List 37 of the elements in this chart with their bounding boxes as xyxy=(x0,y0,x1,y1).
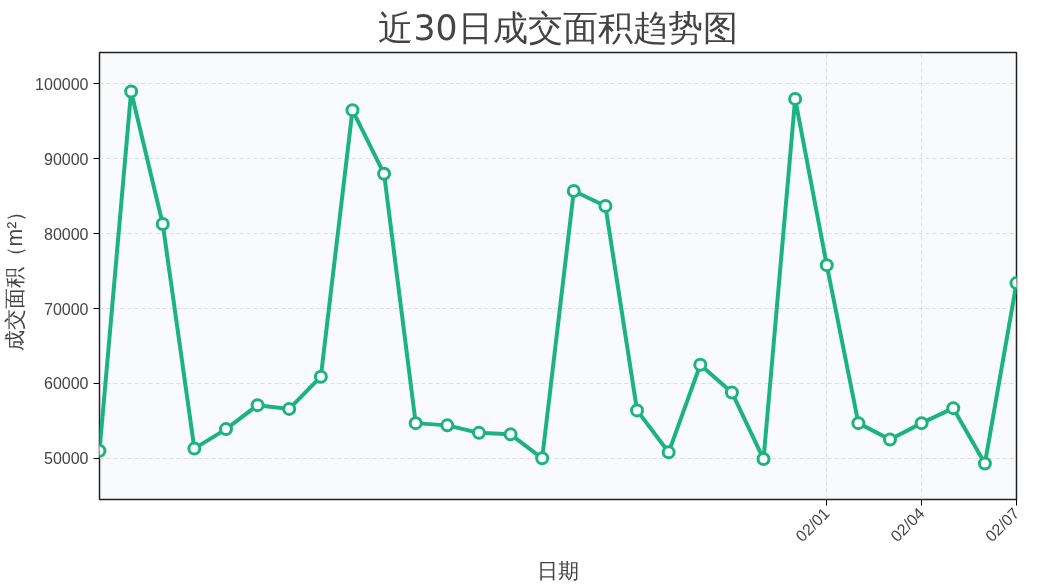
point xyxy=(724,385,739,400)
point xyxy=(598,199,613,213)
point xyxy=(250,398,265,413)
point xyxy=(566,184,581,199)
point xyxy=(218,422,233,437)
point xyxy=(914,416,929,431)
point xyxy=(282,401,297,416)
y-tick-label: 50000 xyxy=(44,450,89,468)
point xyxy=(471,425,486,440)
point xyxy=(819,258,834,273)
point xyxy=(977,456,992,471)
x-axis-title: 日期 xyxy=(537,558,579,583)
point xyxy=(946,401,961,416)
point xyxy=(630,403,645,418)
point xyxy=(503,427,518,442)
point xyxy=(313,369,328,384)
point xyxy=(851,416,866,431)
chart-title: 近30日成交面积趋势图 xyxy=(378,7,738,48)
point xyxy=(440,418,455,433)
point xyxy=(693,357,708,372)
point xyxy=(155,216,170,231)
point xyxy=(788,91,803,106)
point xyxy=(883,432,898,447)
y-tick-label: 70000 xyxy=(44,300,89,318)
point xyxy=(124,84,139,99)
point xyxy=(756,452,771,467)
y-tick-label: 80000 xyxy=(44,225,89,243)
y-tick-label: 60000 xyxy=(44,375,89,393)
point xyxy=(408,416,423,431)
point xyxy=(661,445,676,460)
y-tick-label: 100000 xyxy=(35,75,89,93)
y-tick-label: 90000 xyxy=(44,150,89,168)
point xyxy=(535,451,550,466)
y-axis-title: 成交面积（m²） xyxy=(3,200,28,352)
point xyxy=(377,166,392,181)
point xyxy=(187,441,202,456)
point xyxy=(345,103,360,118)
